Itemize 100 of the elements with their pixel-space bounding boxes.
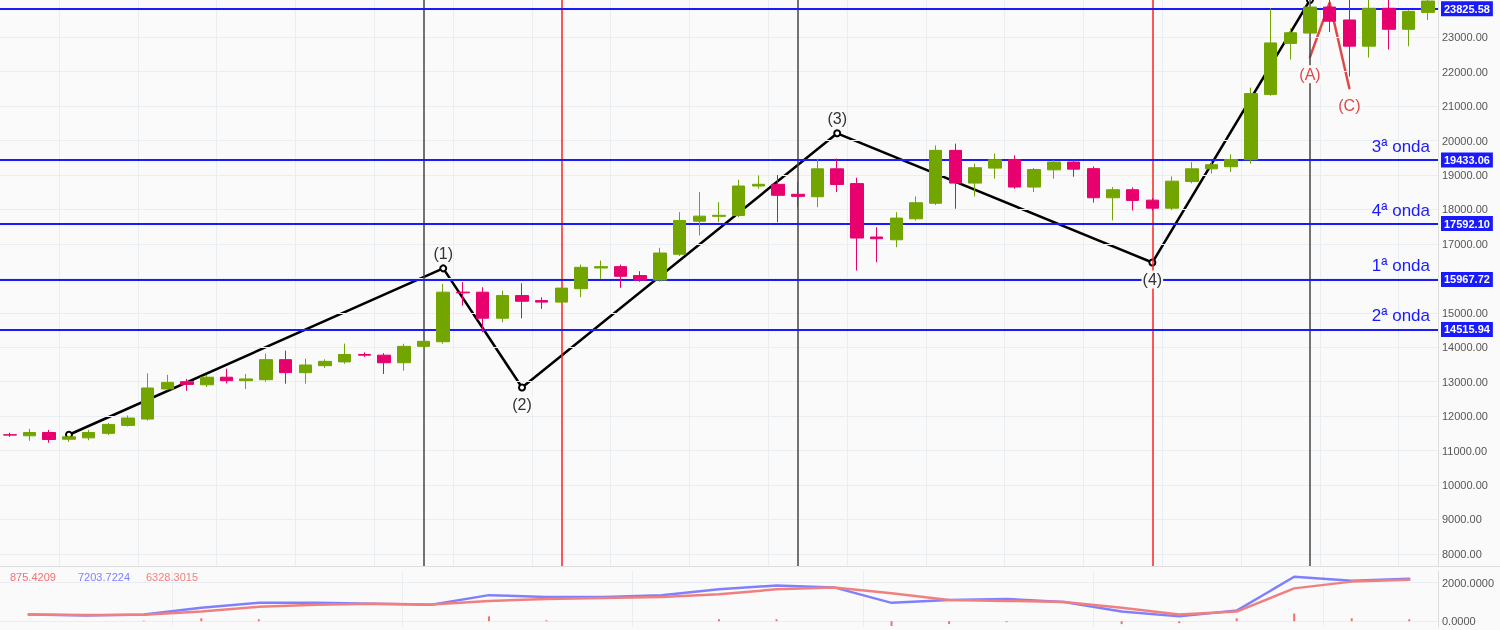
ref-line-label: 1ª onda (1371, 256, 1431, 276)
candlestick (42, 429, 56, 444)
candlestick (574, 264, 588, 298)
text: 15967.72 (1444, 273, 1490, 286)
candlestick (1244, 87, 1258, 165)
y-tick-label: 12000.00 (1442, 410, 1488, 423)
candlestick (771, 174, 785, 223)
candlestick (1008, 154, 1021, 190)
candlestick (830, 157, 844, 193)
candlestick (1106, 186, 1120, 221)
candlestick (1421, 0, 1435, 21)
y-tick-label: 11000.00 (1442, 444, 1488, 457)
candlestick (949, 143, 962, 210)
y-tick-label: 0.0000 (1442, 615, 1476, 628)
bar (890, 621, 893, 627)
candlestick (338, 343, 351, 365)
candlestick (397, 343, 411, 372)
candlestick (141, 372, 154, 422)
candlestick (1402, 9, 1415, 47)
candlestick (890, 211, 903, 248)
y-tick-label: 18000.00 (1442, 203, 1488, 216)
candlestick (909, 195, 923, 221)
y-tick-label: 14000.00 (1442, 341, 1488, 354)
candlestick (673, 211, 686, 257)
annotation: (A) (1299, 65, 1321, 83)
candlestick (259, 353, 273, 383)
y-tick-label: 20000.00 (1442, 134, 1488, 147)
candlestick (791, 181, 805, 208)
annotation: (C) (1338, 96, 1361, 114)
candlestick (121, 414, 135, 427)
annotation: 875.4209 (10, 570, 56, 583)
candlestick (279, 350, 292, 385)
bar (487, 616, 490, 622)
candlestick (1047, 159, 1061, 180)
candlestick (515, 282, 529, 319)
candlestick (1067, 159, 1080, 178)
candlestick (299, 358, 312, 385)
candlestick (436, 283, 450, 345)
candlestick (633, 270, 647, 283)
candlestick (1205, 160, 1218, 175)
annotation: (1) (433, 244, 453, 262)
candlestick (712, 201, 726, 223)
candlestick (1284, 27, 1297, 61)
candlestick (161, 374, 174, 391)
candlestick (1362, 0, 1376, 59)
annotation: (4) (1142, 271, 1163, 288)
annotation: (2) (512, 396, 532, 414)
candlestick (929, 144, 942, 206)
bar (1120, 621, 1123, 625)
candlestick (1126, 186, 1139, 211)
y-tick-label: 21000.00 (1442, 100, 1488, 113)
y-tick-label: 19000.00 (1442, 169, 1488, 181)
text: 14515.94 (1444, 323, 1491, 336)
candlestick (180, 378, 194, 392)
candlestick (82, 429, 95, 441)
bar (948, 621, 951, 625)
ref-line-label: 3ª onda (1371, 137, 1431, 157)
y-tick-label: 2000.0000 (1442, 576, 1494, 589)
ref-line-label: 2ª onda (1371, 306, 1431, 326)
candlestick (614, 264, 627, 289)
candlestick (870, 226, 883, 263)
candlestick (1264, 7, 1277, 97)
text: 19433.06 (1444, 154, 1490, 167)
y-tick-label: 10000.00 (1442, 479, 1488, 492)
annotation: 7203.7224 (78, 570, 130, 583)
y-tick-label: 13000.00 (1442, 375, 1488, 388)
y-tick-label: 17000.00 (1442, 237, 1488, 250)
candlestick (1185, 161, 1199, 184)
candlestick (318, 358, 332, 369)
candlestick (1146, 197, 1159, 211)
candlestick (1343, 0, 1356, 77)
candlestick (102, 422, 115, 436)
candlestick (1224, 153, 1238, 173)
bar (1235, 618, 1238, 622)
candlestick (594, 260, 608, 280)
candlestick (200, 374, 214, 388)
point (518, 383, 527, 392)
candlestick (239, 373, 253, 390)
text: 23825.58 (1444, 2, 1490, 15)
y-tick-label: 8000.00 (1442, 547, 1482, 560)
candlestick (535, 296, 548, 310)
candlestick (752, 174, 765, 190)
candlestick (1323, 0, 1336, 33)
candlestick (3, 432, 17, 438)
y-tick-label: 9000.00 (1442, 513, 1482, 526)
candlestick (732, 179, 745, 218)
y-tick-label: 15000.00 (1442, 306, 1488, 319)
candlestick (1382, 0, 1396, 50)
candlestick (653, 247, 667, 283)
candlestick (358, 351, 371, 358)
candlestick (693, 191, 706, 236)
candlestick (555, 284, 568, 305)
bar (200, 618, 203, 622)
candlestick (1087, 165, 1100, 204)
candlestick (988, 153, 1002, 180)
text: 17592.10 (1444, 217, 1490, 230)
candlestick (476, 286, 489, 333)
candlestick (417, 338, 430, 362)
candlestick (1165, 175, 1179, 211)
point (833, 129, 842, 138)
